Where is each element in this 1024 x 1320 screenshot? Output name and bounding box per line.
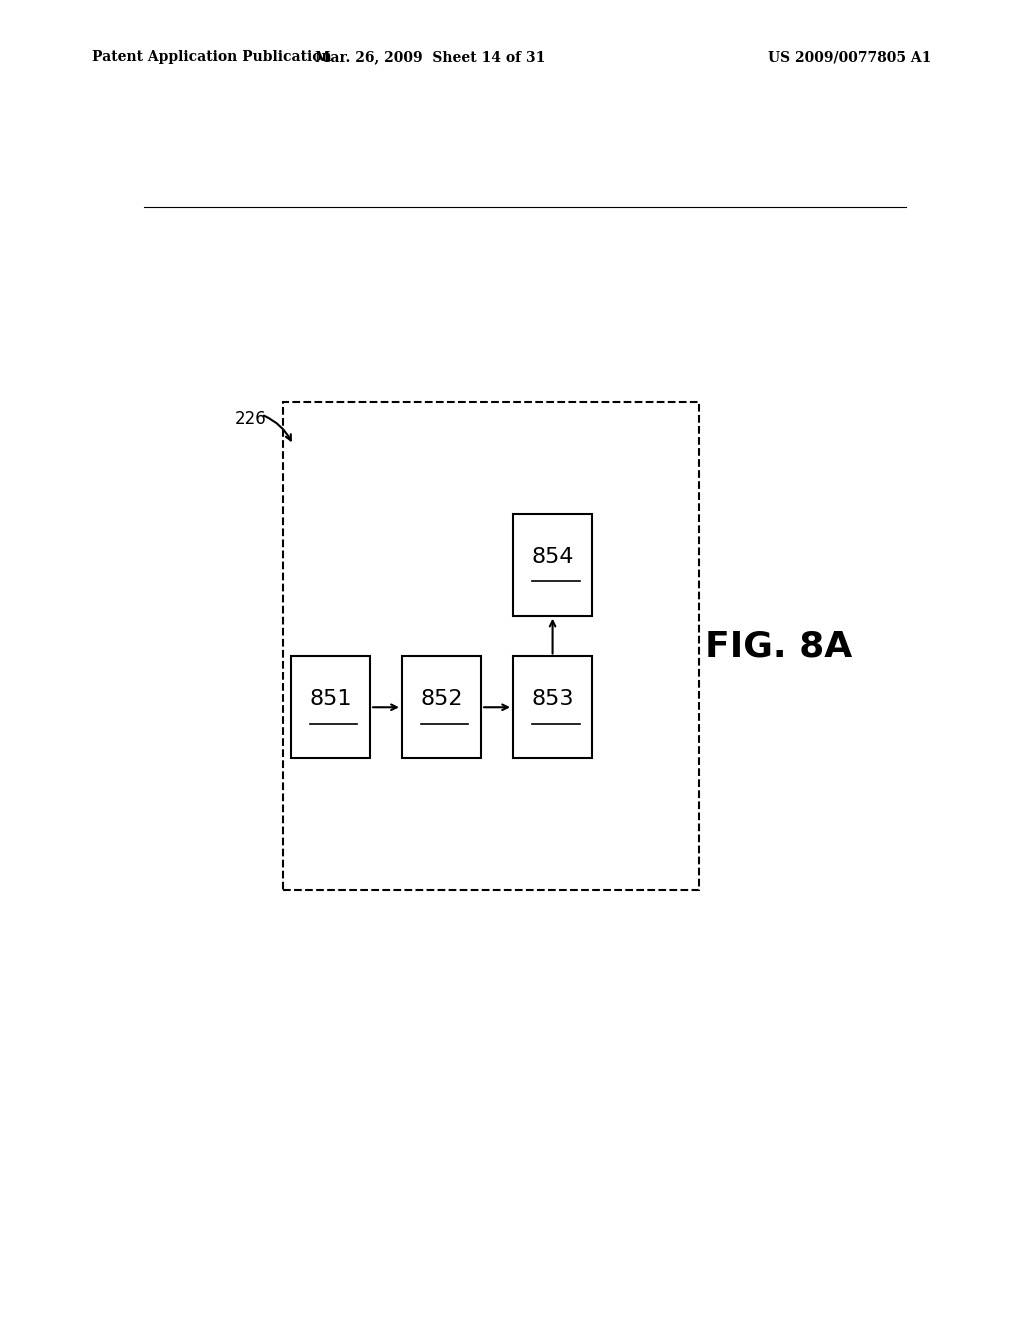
Bar bbox=[401, 656, 481, 758]
Bar bbox=[283, 403, 699, 890]
Text: 853: 853 bbox=[531, 689, 573, 709]
Text: US 2009/0077805 A1: US 2009/0077805 A1 bbox=[768, 50, 932, 65]
Bar bbox=[513, 515, 592, 616]
Text: Patent Application Publication: Patent Application Publication bbox=[92, 50, 332, 65]
Text: 226: 226 bbox=[236, 409, 267, 428]
Text: 854: 854 bbox=[531, 546, 573, 566]
Text: FIG. 8A: FIG. 8A bbox=[706, 630, 852, 663]
Text: 852: 852 bbox=[420, 689, 463, 709]
Bar bbox=[291, 656, 370, 758]
Text: Mar. 26, 2009  Sheet 14 of 31: Mar. 26, 2009 Sheet 14 of 31 bbox=[315, 50, 545, 65]
Bar bbox=[513, 656, 592, 758]
Text: 851: 851 bbox=[309, 689, 351, 709]
